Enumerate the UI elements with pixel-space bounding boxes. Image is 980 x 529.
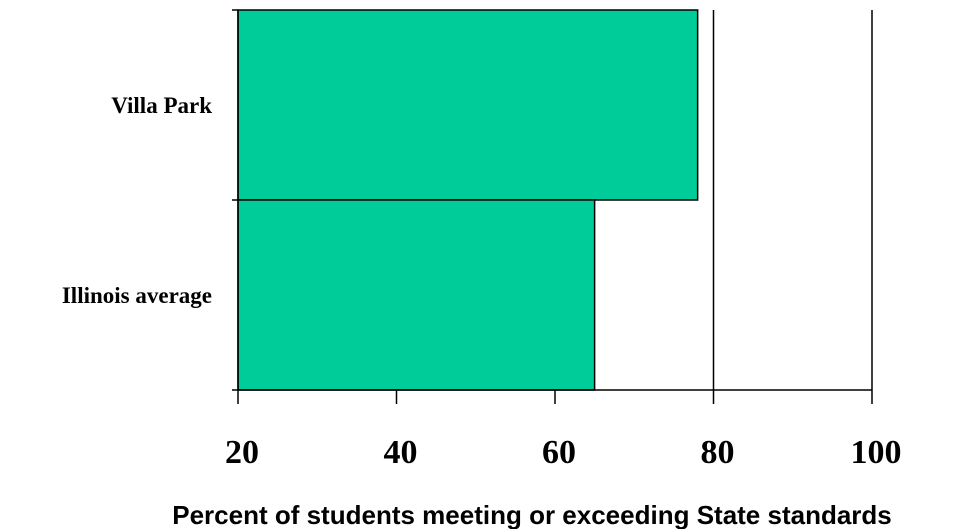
bar-layer: [237, 9, 699, 391]
bar-villa-park: [237, 9, 699, 201]
label-layer: 20 40 60 80 100 Villa Park Illinois average: [62, 93, 902, 471]
x-tick-label-20: 20: [225, 434, 259, 471]
bar-illinois-average: [237, 199, 596, 391]
x-tick-label-80: 80: [701, 434, 735, 471]
category-label-illinois-average: Illinois average: [62, 283, 212, 308]
x-tick-label-60: 60: [542, 434, 576, 471]
x-tick-label-40: 40: [384, 434, 418, 471]
axis-layer: [232, 9, 873, 404]
category-label-villa-park: Villa Park: [111, 93, 212, 118]
x-tick-label-100: 100: [851, 434, 902, 471]
x-axis-title: Percent of students meeting or exceeding…: [172, 500, 892, 529]
